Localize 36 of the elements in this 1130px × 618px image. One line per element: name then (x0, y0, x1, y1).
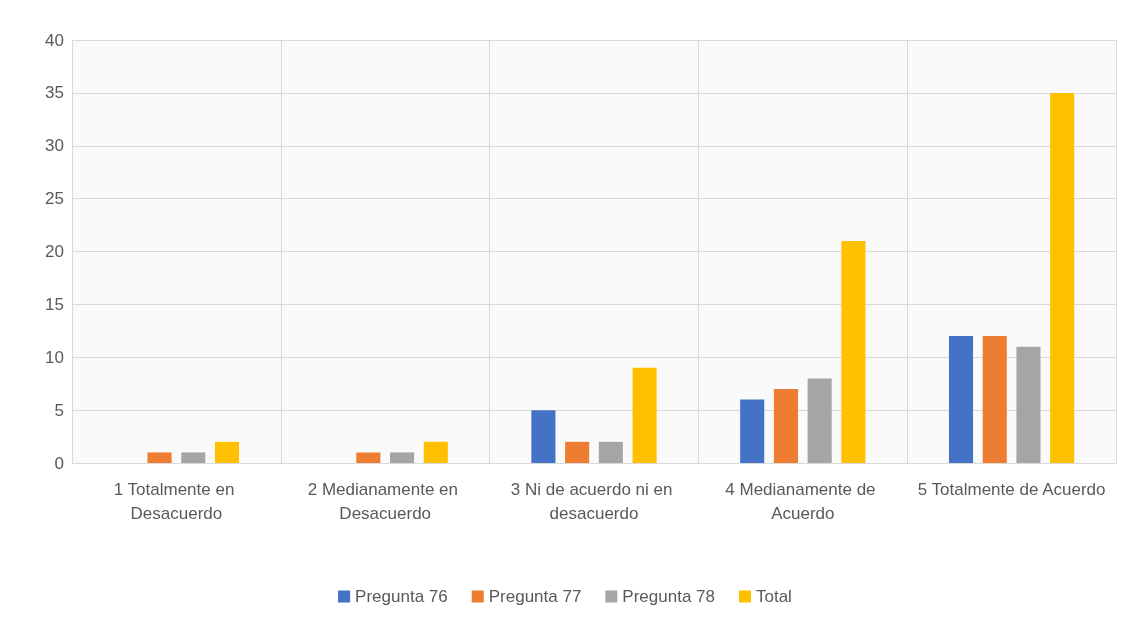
bar (356, 452, 381, 463)
y-tick-label: 5 (54, 400, 64, 420)
bar (632, 367, 657, 463)
bar (531, 410, 556, 463)
legend-label: Total (755, 587, 792, 606)
y-tick-label: 10 (45, 347, 64, 367)
legend-label: Pregunta 78 (622, 587, 715, 606)
legend-label: Pregunta 77 (488, 587, 582, 606)
bar (598, 441, 623, 463)
bar (390, 452, 415, 463)
bar (982, 336, 1007, 463)
x-tick-label: 4 Medianamente de Acuerdo (725, 479, 881, 523)
y-tick-label: 30 (45, 136, 64, 156)
bar (1016, 346, 1041, 463)
x-tick-label: 1 Totalmente en Desacuerdo (113, 479, 240, 523)
bar (565, 441, 590, 463)
bar (807, 378, 832, 463)
bar (841, 240, 866, 463)
x-tick-label: 2 Medianamente en Desacuerdo (307, 479, 463, 523)
bar (423, 441, 448, 463)
x-tick-label: 3 Ni de acuerdo ni en desacuerdo (510, 479, 678, 523)
bar (181, 452, 206, 463)
y-tick-label: 40 (45, 30, 64, 50)
bar (773, 388, 798, 463)
x-tick-label: 5 Totalmente de Acuerdo (917, 479, 1106, 499)
bar (147, 452, 172, 463)
y-tick-label: 20 (45, 242, 64, 261)
bar (948, 336, 974, 463)
y-tick-label: 25 (45, 189, 64, 209)
y-tick-label: 15 (45, 294, 64, 314)
bar (740, 399, 765, 463)
bar (1050, 92, 1075, 463)
bar (214, 441, 240, 463)
y-tick-label: 0 (54, 453, 64, 473)
legend-label: Pregunta 76 (355, 587, 448, 606)
y-tick-label: 35 (45, 83, 64, 103)
